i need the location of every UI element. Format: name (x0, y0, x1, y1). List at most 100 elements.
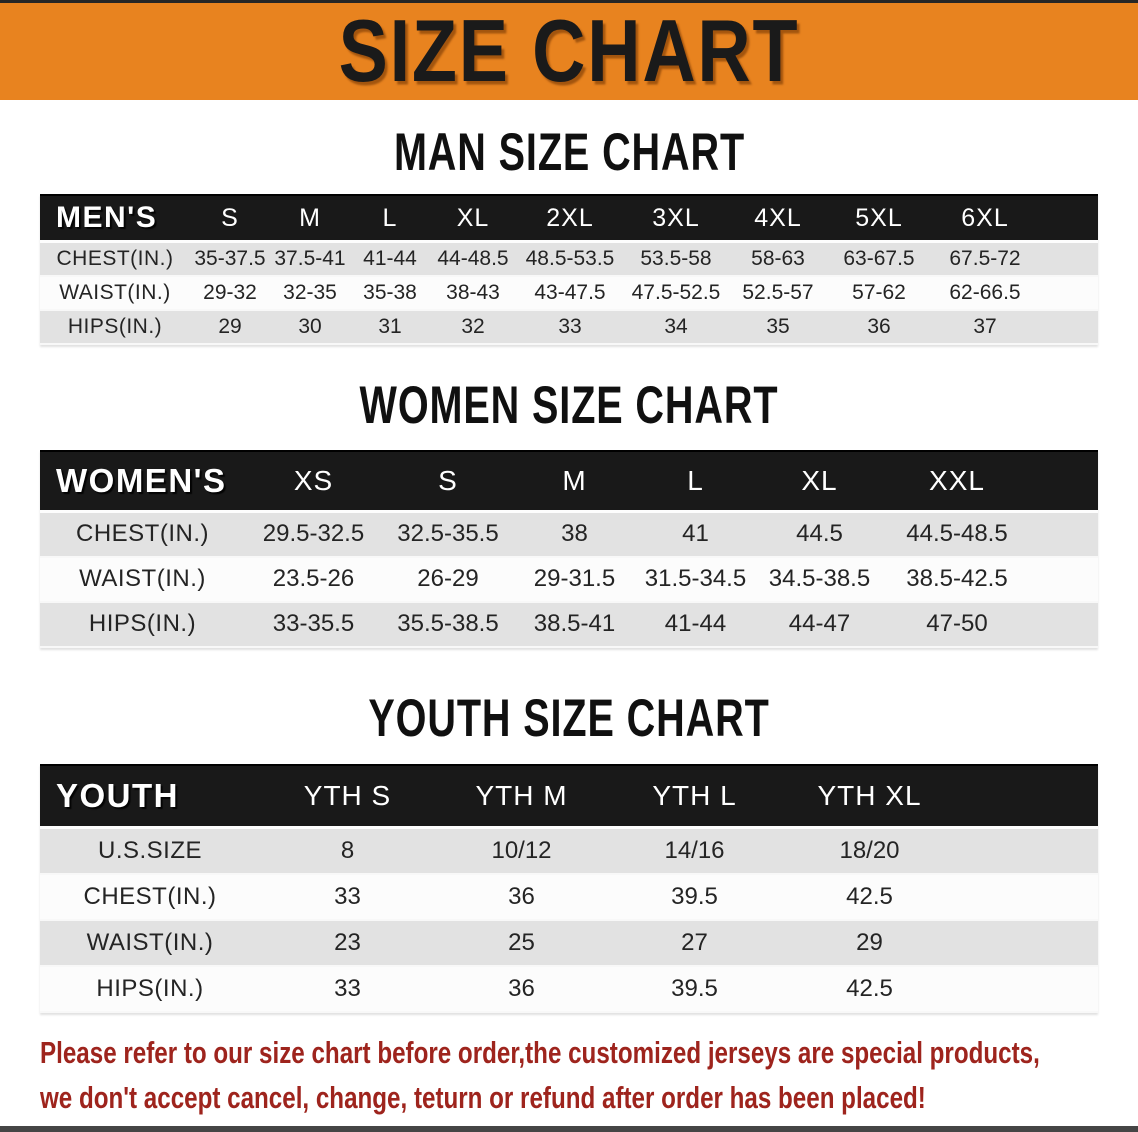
youth-cell-3-3: 42.5 (846, 974, 893, 1002)
men-cell-1-5: 47.5-52.5 (631, 281, 721, 305)
youth-size-col-yth-l: YTH L (652, 779, 737, 811)
women-size-col-m: M (562, 464, 587, 496)
women-section-title: WOMEN SIZE CHART (0, 377, 1138, 433)
youth-cell-3-2: 39.5 (671, 974, 718, 1002)
men-section-title: MAN SIZE CHART (0, 123, 1138, 179)
youth-cell-1-0: 33 (334, 882, 361, 910)
men-size-col-4xl: 4XL (754, 203, 802, 232)
youth-row-label-2: WAIST(IN.) (86, 928, 214, 956)
youth-cell-1-2: 39.5 (671, 882, 718, 910)
bottom-divider (0, 1126, 1138, 1132)
men-cell-2-5: 34 (664, 315, 688, 339)
men-cell-2-7: 36 (867, 315, 891, 339)
women-section-title-text: WOMEN SIZE CHART (359, 374, 779, 435)
youth-size-table: YOUTH YTH S YTH M YTH L YTH XL U.S.SIZE 8 10/12… (40, 763, 1098, 1013)
women-size-col-xs: XS (293, 464, 334, 496)
women-cell-0-3: 41 (682, 520, 709, 547)
men-cell-1-4: 43-47.5 (534, 281, 606, 305)
women-cell-1-1: 26-29 (417, 565, 479, 592)
youth-size-col-yth-s: YTH S (303, 779, 392, 811)
men-cell-2-1: 30 (298, 315, 322, 339)
men-cell-1-0: 29-32 (203, 281, 257, 305)
youth-row-label-1: CHEST(IN.) (83, 882, 217, 910)
youth-cell-0-2: 14/16 (664, 836, 725, 864)
youth-group-label: YOUTH (56, 776, 179, 814)
men-cell-0-5: 53.5-58 (640, 247, 712, 271)
women-row-label-2: HIPS(IN.) (88, 610, 197, 637)
disclaimer-note: Please refer to our size chart before or… (40, 1035, 1138, 1117)
youth-table-row-1: CHEST(IN.) 33 36 39.5 42.5 (40, 874, 1098, 921)
men-row-label-1: WAIST(IN.) (59, 281, 171, 305)
women-cell-0-0: 29.5-32.5 (262, 520, 365, 547)
youth-section-title-text: YOUTH SIZE CHART (368, 686, 770, 748)
youth-cell-2-2: 27 (681, 928, 708, 956)
men-cell-2-8: 37 (973, 315, 997, 339)
youth-cell-2-1: 25 (508, 928, 535, 956)
men-cell-0-8: 67.5-72 (949, 247, 1021, 271)
women-cell-0-4: 44.5 (796, 520, 843, 547)
men-size-col-l: L (382, 203, 398, 232)
men-cell-0-6: 58-63 (751, 247, 805, 271)
youth-size-col-yth-xl: YTH XL (817, 779, 922, 811)
men-cell-2-0: 29 (218, 315, 242, 339)
women-cell-1-4: 34.5-38.5 (768, 565, 871, 592)
men-section-title-text: MAN SIZE CHART (393, 121, 745, 182)
women-size-table: WOMEN'S XS S M L XL XXL CHEST(IN.) 29.5-32.5 32.5… (40, 449, 1098, 648)
men-size-table: MEN'S S M L XL 2XL 3XL 4XL 5XL 6XL CHEST(IN.) 35-37… (40, 194, 1098, 346)
men-cell-0-1: 37.5-41 (274, 247, 346, 271)
youth-table-header-row: YOUTH YTH S YTH M YTH L YTH XL (40, 763, 1098, 829)
women-group-label: WOMEN'S (56, 461, 227, 499)
women-size-col-l: L (687, 464, 704, 496)
youth-cell-3-1: 36 (508, 974, 535, 1002)
women-size-col-xl: XL (801, 464, 838, 496)
women-cell-2-2: 38.5-41 (533, 610, 616, 637)
women-cell-1-0: 23.5-26 (272, 565, 355, 592)
women-cell-2-5: 47-50 (926, 610, 988, 637)
women-cell-1-3: 31.5-34.5 (644, 565, 747, 592)
youth-cell-2-0: 23 (334, 928, 361, 956)
youth-row-label-0: U.S.SIZE (97, 836, 203, 864)
section-youth: YOUTH SIZE CHART YOUTH YTH S YTH M YTH L YTH… (0, 689, 1138, 1013)
women-table-row-2: HIPS(IN.) 33-35.5 35.5-38.5 38.5-41 41-44 44-… (40, 602, 1098, 648)
page-title: SIZE CHART (338, 1, 800, 101)
note-line-2: we don't accept cancel, change, teturn o… (40, 1080, 926, 1116)
youth-cell-0-1: 10/12 (491, 836, 552, 864)
men-row-label-2: HIPS(IN.) (67, 315, 163, 339)
youth-cell-0-0: 8 (340, 836, 355, 864)
men-size-col-s: S (221, 203, 239, 232)
youth-cell-1-1: 36 (508, 882, 535, 910)
men-table-header-row: MEN'S S M L XL 2XL 3XL 4XL 5XL 6XL (40, 194, 1098, 244)
men-table-row-2: HIPS(IN.) 29 30 31 32 33 34 35 36 37 (40, 311, 1098, 346)
men-cell-1-8: 62-66.5 (949, 281, 1021, 305)
men-group-label: MEN'S (56, 201, 158, 235)
women-row-label-1: WAIST(IN.) (79, 565, 206, 592)
men-cell-0-2: 41-44 (363, 247, 417, 271)
youth-section-title: YOUTH SIZE CHART (0, 689, 1138, 745)
banner: SIZE CHART (0, 0, 1138, 100)
men-size-col-2xl: 2XL (546, 203, 594, 232)
men-cell-1-7: 57-62 (852, 281, 906, 305)
women-size-col-xxl: XXL (929, 464, 985, 496)
men-size-col-xl: XL (456, 203, 490, 232)
youth-row-label-3: HIPS(IN.) (96, 974, 204, 1002)
youth-table-row-0: U.S.SIZE 8 10/12 14/16 18/20 (40, 828, 1098, 875)
women-cell-2-4: 44-47 (788, 610, 851, 637)
men-cell-0-4: 48.5-53.5 (525, 247, 615, 271)
women-cell-0-5: 44.5-48.5 (906, 520, 1008, 547)
men-cell-2-2: 31 (378, 315, 402, 339)
youth-cell-3-0: 33 (334, 974, 361, 1002)
men-table-row-1: WAIST(IN.) 29-32 32-35 35-38 38-43 43-47.5 47.… (40, 277, 1098, 312)
men-cell-1-2: 35-38 (363, 281, 417, 305)
women-cell-1-5: 38.5-42.5 (906, 565, 1008, 592)
men-size-col-6xl: 6XL (961, 203, 1009, 232)
note-line-1: Please refer to our size chart before or… (40, 1034, 1040, 1070)
women-row-label-0: CHEST(IN.) (76, 520, 209, 547)
men-cell-1-3: 38-43 (446, 281, 500, 305)
men-cell-1-6: 52.5-57 (742, 281, 814, 305)
women-cell-0-2: 38 (561, 520, 588, 547)
women-cell-0-1: 32.5-35.5 (397, 520, 499, 547)
men-cell-0-0: 35-37.5 (194, 247, 266, 271)
men-cell-2-6: 35 (766, 315, 790, 339)
section-women: WOMEN SIZE CHART WOMEN'S XS S M L XL XXL CHEST(… (0, 377, 1138, 648)
